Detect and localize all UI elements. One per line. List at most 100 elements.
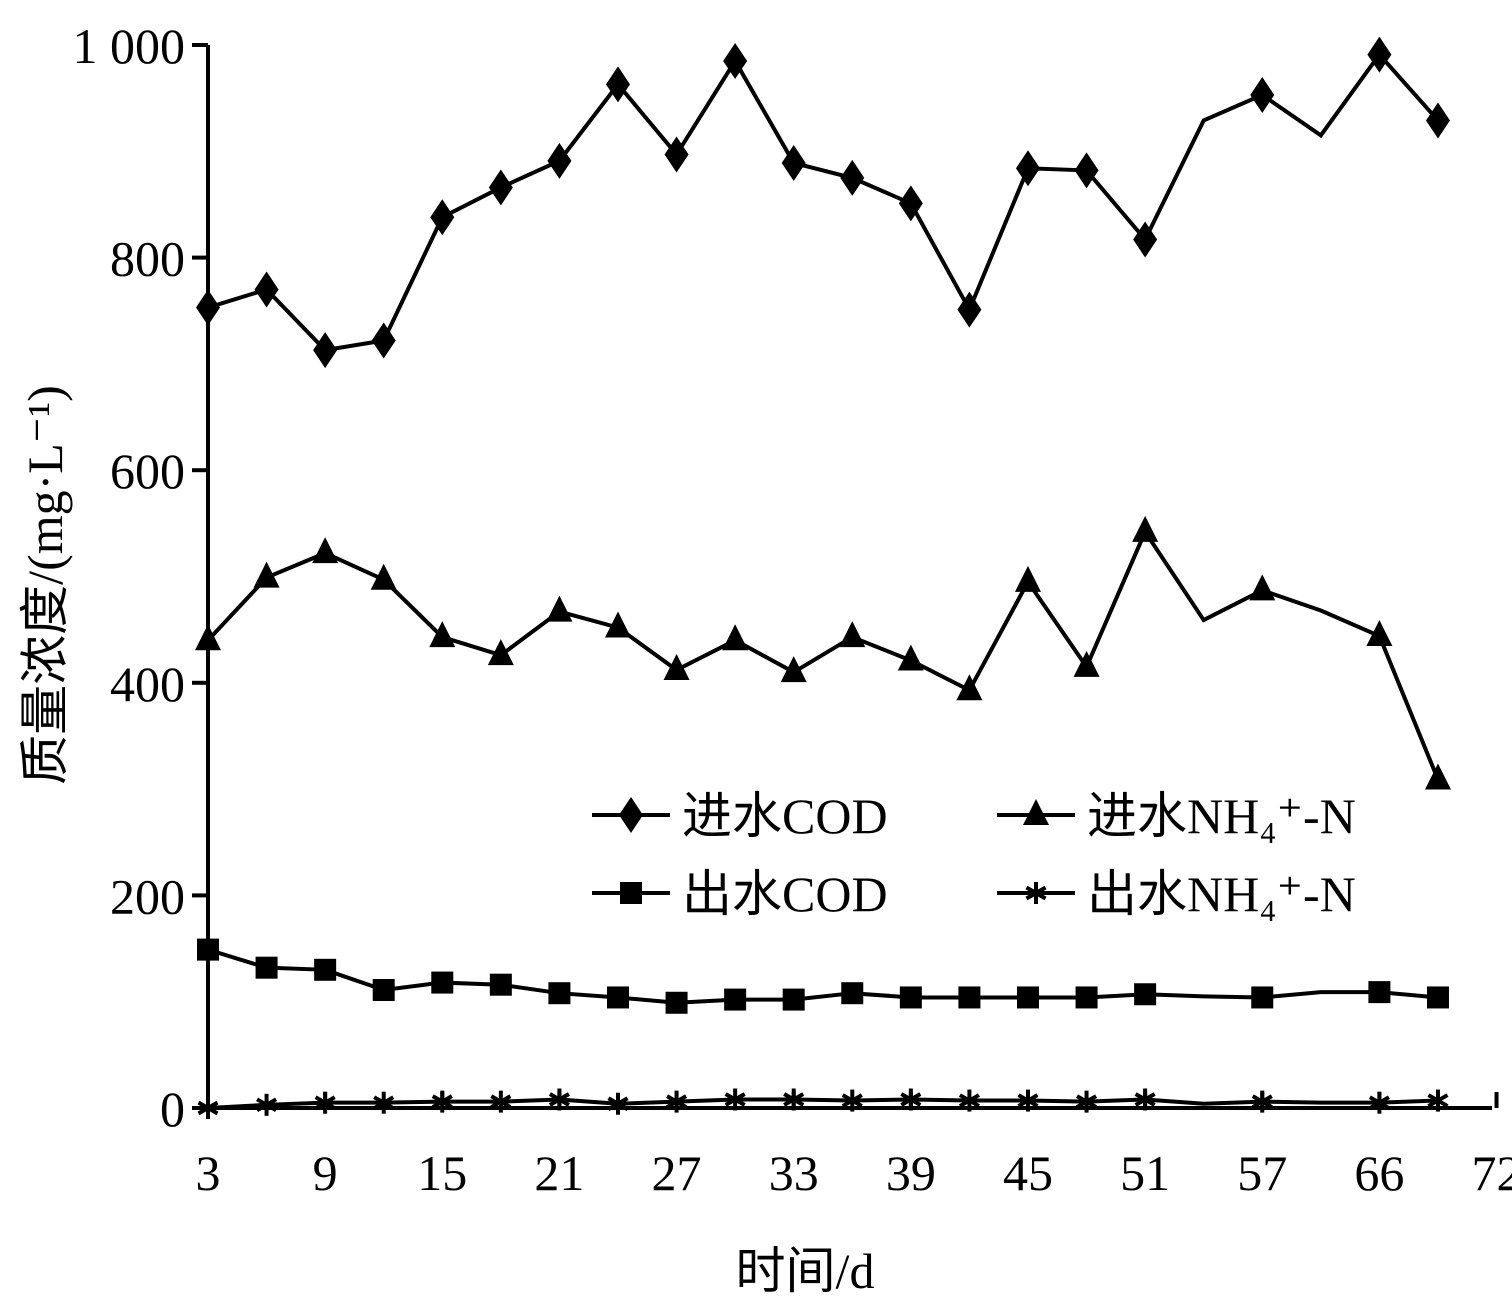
diamond-marker bbox=[1133, 221, 1158, 258]
asterisk-marker bbox=[958, 1093, 980, 1108]
asterisk-marker bbox=[607, 1096, 629, 1111]
series-line bbox=[207, 51, 1440, 353]
legend-item: 出水NH₄⁺-N bbox=[997, 866, 1356, 922]
triangle-marker bbox=[956, 674, 983, 701]
y-tick-label: 200 bbox=[110, 868, 185, 924]
asterisk-marker bbox=[314, 1095, 336, 1110]
triangle-marker bbox=[253, 561, 280, 588]
x-tick-label: 33 bbox=[769, 1145, 819, 1201]
series-diamond bbox=[196, 36, 1450, 369]
square-marker bbox=[724, 988, 747, 1011]
square-marker bbox=[489, 973, 512, 996]
y-tick-label: 600 bbox=[110, 443, 185, 499]
asterisk-marker bbox=[1251, 1094, 1273, 1109]
diamond-marker bbox=[619, 797, 643, 833]
y-tick-label: 1 000 bbox=[73, 18, 186, 74]
triangle-marker bbox=[195, 624, 221, 651]
triangle-marker bbox=[1023, 799, 1049, 825]
diamond-marker bbox=[430, 199, 455, 236]
x-tick-label: 66 bbox=[1354, 1145, 1404, 1201]
legend: 进水COD 进水NH₄⁺-N 出水COD 出水NH₄⁺-N bbox=[592, 788, 1356, 922]
series-triangle bbox=[195, 515, 1451, 790]
x-tick-label: 51 bbox=[1120, 1145, 1170, 1201]
square-marker bbox=[431, 971, 454, 994]
triangle-marker bbox=[1424, 763, 1451, 790]
square-marker bbox=[606, 986, 629, 1009]
square-marker bbox=[197, 938, 219, 961]
triangle-marker bbox=[487, 639, 514, 666]
diamond-marker bbox=[1015, 150, 1040, 187]
square-marker bbox=[841, 982, 864, 1005]
legend-label: 进水COD bbox=[682, 788, 888, 844]
triangle-marker bbox=[312, 537, 339, 564]
asterisk-marker bbox=[724, 1092, 746, 1107]
square-marker bbox=[899, 986, 922, 1009]
series-line bbox=[206, 527, 1440, 781]
series-line bbox=[207, 1097, 1439, 1110]
legend-label: 进水NH₄⁺-N bbox=[1087, 788, 1356, 844]
asterisk-marker bbox=[1427, 1093, 1449, 1108]
diamond-marker bbox=[488, 169, 513, 206]
series-asterisk bbox=[197, 1088, 1449, 1119]
diamond-marker bbox=[313, 332, 338, 369]
triangle-marker bbox=[1073, 650, 1100, 677]
square-marker bbox=[1251, 986, 1274, 1009]
square-marker bbox=[255, 956, 278, 979]
square-marker bbox=[1134, 983, 1157, 1006]
diamond-marker bbox=[957, 291, 982, 328]
x-tick-label: 21 bbox=[534, 1145, 584, 1201]
diamond-marker bbox=[723, 42, 748, 79]
asterisk-marker bbox=[197, 1100, 219, 1116]
asterisk-marker bbox=[900, 1092, 922, 1107]
asterisk-marker bbox=[1025, 885, 1047, 901]
x-tick-label: 45 bbox=[1003, 1145, 1053, 1201]
series-square bbox=[197, 938, 1449, 1014]
diamond-marker bbox=[371, 322, 396, 359]
diamond-marker bbox=[781, 144, 806, 181]
diamond-marker bbox=[605, 66, 630, 103]
diamond-marker bbox=[1367, 36, 1392, 73]
series-line bbox=[207, 947, 1439, 1005]
square-marker bbox=[1075, 986, 1098, 1009]
triangle-marker bbox=[429, 621, 456, 648]
square-marker bbox=[1426, 986, 1449, 1009]
triangle-marker bbox=[1249, 574, 1276, 601]
diamond-marker bbox=[1074, 152, 1099, 189]
square-marker bbox=[314, 958, 337, 981]
asterisk-marker bbox=[256, 1097, 278, 1113]
triangle-marker bbox=[1132, 515, 1159, 542]
triangle-marker bbox=[546, 595, 573, 622]
y-tick-label: 800 bbox=[110, 231, 185, 287]
diamond-marker bbox=[840, 159, 865, 196]
x-tick-label: 3 bbox=[196, 1145, 221, 1201]
x-tick-label: 57 bbox=[1237, 1145, 1287, 1201]
diamond-marker bbox=[898, 185, 923, 222]
series-group bbox=[195, 36, 1451, 1119]
asterisk-marker bbox=[431, 1094, 453, 1109]
triangle-marker bbox=[1366, 620, 1393, 647]
y-tick-label: 0 bbox=[160, 1081, 185, 1137]
diamond-marker bbox=[1425, 102, 1450, 139]
diamond-marker bbox=[1250, 76, 1275, 113]
square-marker bbox=[1368, 981, 1391, 1004]
y-tick-label: 400 bbox=[110, 656, 185, 712]
asterisk-marker bbox=[548, 1092, 570, 1107]
asterisk-marker bbox=[1017, 1093, 1039, 1108]
legend-item: 进水NH₄⁺-N bbox=[997, 788, 1356, 844]
asterisk-marker bbox=[490, 1094, 512, 1109]
square-marker bbox=[548, 982, 571, 1005]
square-marker bbox=[665, 991, 688, 1014]
triangle-marker bbox=[839, 621, 866, 648]
triangle-marker bbox=[604, 611, 631, 638]
asterisk-marker bbox=[1368, 1095, 1390, 1110]
diamond-marker bbox=[254, 271, 279, 308]
x-tick-label: 72 bbox=[1472, 1145, 1512, 1201]
triangle-marker bbox=[780, 656, 807, 683]
x-tick-label: 15 bbox=[417, 1145, 467, 1201]
legend-label: 出水COD bbox=[682, 866, 888, 922]
x-axis-label: 时间/d bbox=[736, 1243, 875, 1299]
y-axis-label: 质量浓度/(mg·L⁻¹) bbox=[17, 385, 73, 785]
square-marker bbox=[372, 979, 395, 1002]
triangle-marker bbox=[370, 563, 397, 590]
